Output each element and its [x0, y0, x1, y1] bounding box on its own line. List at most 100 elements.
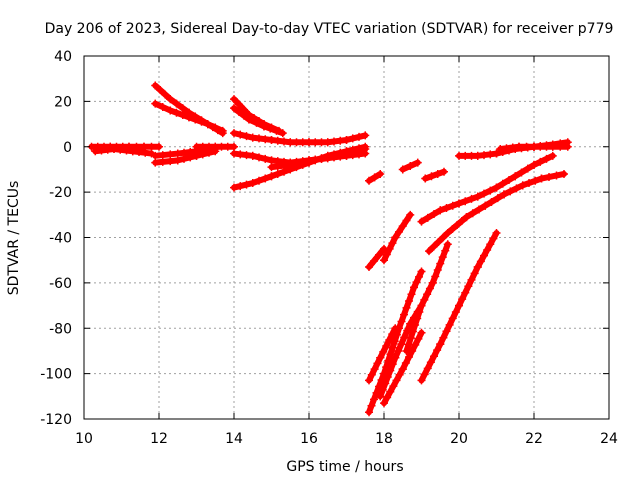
- data-point: [336, 136, 345, 145]
- data-point: [496, 145, 505, 154]
- data-point: [230, 183, 238, 192]
- data-point: [365, 408, 373, 417]
- data-point: [317, 154, 326, 163]
- data-point: [388, 330, 397, 339]
- series-trace: [366, 245, 387, 270]
- data-point: [406, 333, 415, 342]
- data-point: [336, 152, 345, 161]
- data-point: [361, 142, 370, 151]
- data-point: [423, 213, 432, 222]
- y-tick-label: 20: [54, 94, 72, 110]
- data-point: [388, 343, 397, 352]
- data-point: [375, 250, 383, 259]
- series-seg-23: [402, 240, 452, 355]
- data-point: [400, 310, 408, 319]
- data-point: [391, 324, 400, 333]
- series-trace: [426, 170, 567, 255]
- data-point: [500, 190, 508, 199]
- data-series: [87, 81, 572, 417]
- data-point: [417, 267, 426, 276]
- data-point: [402, 303, 411, 312]
- data-point: [476, 257, 485, 266]
- data-point: [386, 366, 395, 375]
- data-point: [370, 256, 378, 265]
- series-seg-4: [151, 147, 220, 167]
- data-point: [408, 327, 417, 336]
- data-point: [433, 266, 442, 275]
- data-point: [365, 376, 373, 385]
- data-point: [166, 106, 175, 115]
- data-point: [141, 148, 150, 157]
- data-point: [402, 346, 411, 355]
- data-point: [383, 393, 392, 402]
- data-point: [439, 333, 448, 342]
- data-point: [218, 126, 227, 135]
- data-point: [467, 275, 476, 284]
- data-point: [376, 392, 385, 401]
- data-point: [442, 327, 451, 336]
- data-point: [211, 123, 220, 132]
- chart-title: Day 206 of 2023, Sidereal Day-to-day VTE…: [45, 21, 614, 37]
- data-point: [481, 201, 490, 210]
- data-point: [486, 186, 495, 195]
- data-point: [230, 142, 238, 151]
- data-point: [560, 169, 568, 178]
- data-point: [405, 297, 413, 306]
- data-point: [443, 240, 452, 249]
- grid-lines: [84, 56, 609, 419]
- data-point: [252, 118, 261, 127]
- series-seg-15: [398, 158, 422, 174]
- data-point: [255, 153, 263, 162]
- data-point: [286, 160, 295, 169]
- x-tick-label: 14: [225, 431, 243, 447]
- data-point: [433, 346, 442, 355]
- data-point: [147, 142, 156, 151]
- data-point: [525, 179, 533, 188]
- series-seg-5: [192, 142, 238, 151]
- data-point: [151, 158, 160, 167]
- data-point: [342, 135, 351, 144]
- data-point: [261, 174, 270, 183]
- data-point: [436, 206, 445, 215]
- series-seg-20: [365, 324, 400, 385]
- data-point: [441, 246, 450, 255]
- x-axis-label: GPS time / hours: [286, 459, 403, 475]
- data-point: [502, 144, 511, 153]
- data-point: [515, 142, 523, 151]
- data-point: [155, 142, 163, 151]
- y-tick-label: -40: [49, 231, 72, 247]
- data-point: [248, 151, 257, 160]
- data-point: [407, 290, 416, 299]
- data-point: [530, 160, 538, 169]
- data-point: [103, 145, 112, 154]
- data-point: [425, 247, 433, 256]
- data-point: [323, 138, 332, 147]
- data-point: [397, 317, 406, 326]
- data-point: [457, 217, 466, 226]
- data-point: [280, 137, 288, 146]
- data-point: [512, 184, 521, 193]
- data-point: [389, 382, 398, 391]
- data-point: [455, 199, 463, 208]
- data-point: [385, 336, 394, 345]
- data-point: [166, 150, 175, 159]
- data-point: [161, 90, 170, 99]
- data-point: [260, 122, 268, 131]
- data-point: [186, 153, 195, 162]
- data-point: [395, 227, 403, 236]
- data-point: [192, 151, 201, 160]
- data-point: [236, 150, 245, 159]
- data-point: [166, 157, 175, 166]
- data-point: [542, 154, 551, 163]
- data-point: [330, 137, 338, 146]
- data-point: [391, 353, 400, 362]
- data-point: [442, 204, 451, 213]
- data-point: [280, 161, 288, 170]
- data-point: [417, 376, 426, 385]
- data-point: [556, 142, 565, 151]
- x-tick-label: 12: [150, 431, 168, 447]
- data-point: [365, 262, 373, 271]
- data-point: [342, 151, 351, 160]
- data-point: [398, 222, 407, 231]
- data-point: [391, 233, 400, 242]
